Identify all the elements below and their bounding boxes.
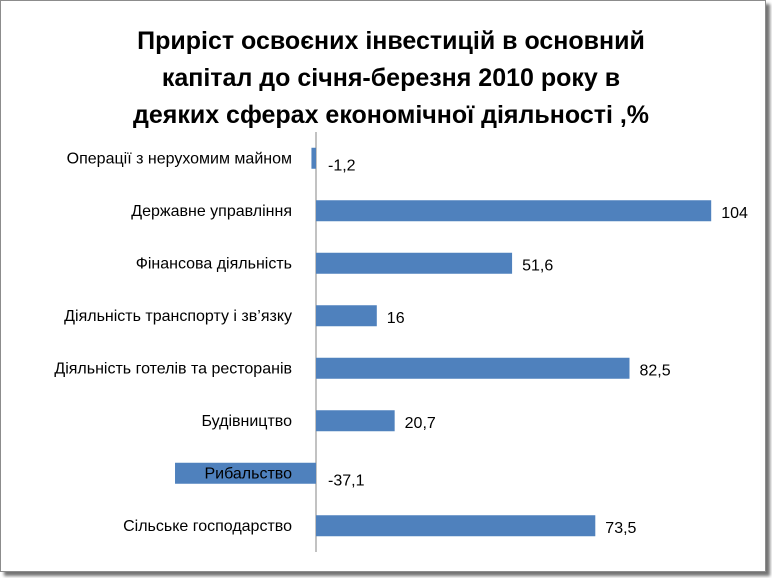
chart-title: Приріст освоєних інвестицій в основний к…: [61, 23, 721, 134]
value-label-5: 20,7: [405, 415, 436, 432]
category-label-3: Діяльність транспорту і зв’язку: [64, 308, 292, 325]
category-label-6: Рибальство: [204, 465, 292, 482]
bar-1: [316, 200, 712, 222]
value-label-7: 73,5: [605, 520, 636, 537]
bar-2: [316, 252, 513, 274]
category-label-5: Будівництво: [202, 413, 293, 430]
category-label-1: Державне управління: [131, 203, 292, 220]
value-label-6: -37,1: [328, 472, 365, 489]
bar-0: [311, 147, 316, 169]
chart-title-line-1: Приріст освоєних інвестицій в основний: [137, 27, 645, 55]
category-label-0: Операції з нерухомим майном: [67, 150, 292, 167]
category-label-7: Сільське господарство: [123, 518, 292, 535]
bar-3: [316, 305, 377, 327]
value-label-2: 51,6: [522, 257, 553, 274]
bar-6: [175, 462, 316, 484]
category-label-4: Діяльність готелів та ресторанів: [54, 360, 292, 377]
chart-title-line-2: капітал до січня-березня 2010 року в: [161, 64, 621, 92]
value-label-4: 82,5: [640, 362, 671, 379]
bar-5: [316, 410, 395, 432]
chart-title-line-3: деяких сферах економічної діяльності ,%: [132, 101, 650, 129]
bar-7: [316, 515, 596, 537]
value-label-0: -1,2: [328, 157, 356, 174]
bar-4: [316, 357, 630, 379]
value-label-3: 16: [387, 310, 405, 327]
category-label-2: Фінансова діяльність: [136, 255, 292, 272]
value-label-1: 104: [721, 205, 748, 222]
